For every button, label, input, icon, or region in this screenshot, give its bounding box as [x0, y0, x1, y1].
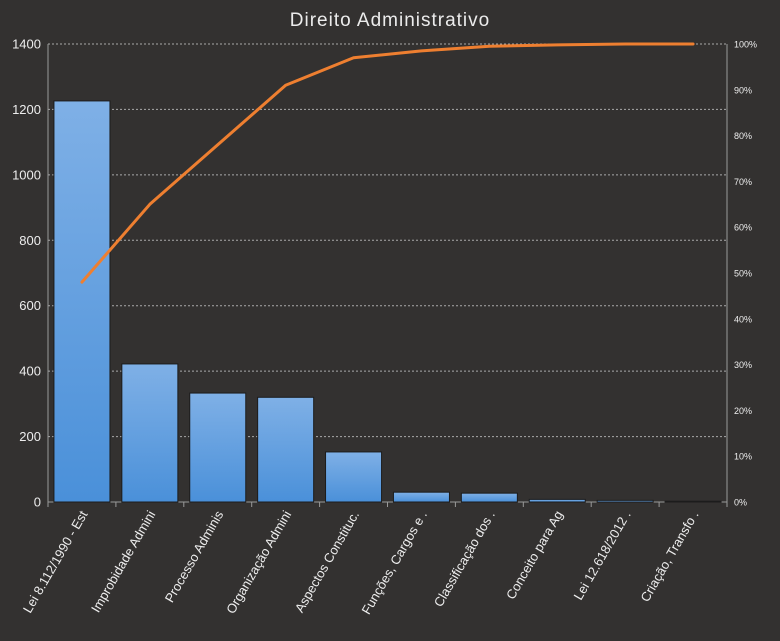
x-tick-label: Criação, Transfo . [637, 508, 701, 604]
y-axis-ticks: 0 200 400 600 800 1000 1200 1400 [12, 37, 41, 510]
y-tick-label: 1200 [12, 102, 41, 117]
bar-series [53, 100, 722, 503]
bar [189, 392, 247, 503]
bar [460, 492, 518, 503]
bar [596, 499, 654, 503]
cumulative-point [623, 42, 627, 46]
y2-tick-label: 100% [734, 40, 757, 50]
bar [257, 396, 315, 503]
cumulative-point [148, 203, 152, 206]
chart-title: Direito Administrativo [290, 10, 490, 31]
y2-tick-label: 40% [734, 314, 752, 324]
cumulative-point [556, 43, 559, 47]
x-tick-label: Funções, Cargos e . [359, 508, 431, 617]
bar [664, 500, 722, 503]
bar [392, 491, 450, 503]
cumulative-line [80, 42, 695, 284]
y2-tick-label: 0% [734, 498, 747, 508]
bar [528, 498, 586, 503]
y2-axis-ticks: 0% 10% 20% 30% 40% 50% 60% 70% 80% 90% 100% [734, 40, 757, 508]
bar [53, 100, 111, 503]
y2-tick-label: 80% [734, 131, 752, 141]
y-tick-label: 1400 [12, 37, 41, 52]
y2-tick-label: 70% [734, 177, 752, 187]
x-tick-label: Processo Adminis [162, 508, 227, 605]
cumulative-point [352, 56, 355, 59]
cumulative-point [420, 49, 423, 53]
y2-tick-label: 30% [734, 360, 752, 370]
bar [325, 451, 383, 503]
y-tick-label: 0 [34, 495, 41, 510]
cumulative-point [80, 280, 84, 284]
y2-tick-label: 90% [734, 85, 752, 95]
y-tick-label: 600 [19, 298, 41, 313]
x-tick-label: Improbidade Admini [88, 508, 158, 615]
x-tick-label: Conceito para Ag [503, 508, 566, 602]
bar [121, 363, 179, 503]
x-tick-label: Organização Admini [223, 508, 294, 616]
y2-tick-label: 50% [734, 269, 752, 279]
y2-tick-label: 10% [734, 452, 752, 462]
x-tick-label: Aspectos Constituc. [292, 508, 362, 615]
x-tick-label: Lei 12.618/2012 . [571, 508, 634, 603]
x-tick-label: Classificação dos . [431, 508, 498, 609]
cumulative-point [691, 42, 695, 46]
y-tick-label: 400 [19, 364, 41, 379]
y2-tick-label: 60% [734, 223, 752, 233]
cumulative-line-series [80, 42, 695, 284]
y-tick-label: 200 [19, 429, 41, 444]
x-tick-label: Lei 8.112/1990 - Est [20, 508, 91, 616]
y-tick-label: 1000 [12, 167, 41, 182]
cumulative-point [284, 84, 287, 87]
cumulative-point [216, 143, 219, 146]
y2-tick-label: 20% [734, 406, 752, 416]
y-tick-label: 800 [19, 233, 41, 248]
cumulative-point [488, 45, 491, 48]
